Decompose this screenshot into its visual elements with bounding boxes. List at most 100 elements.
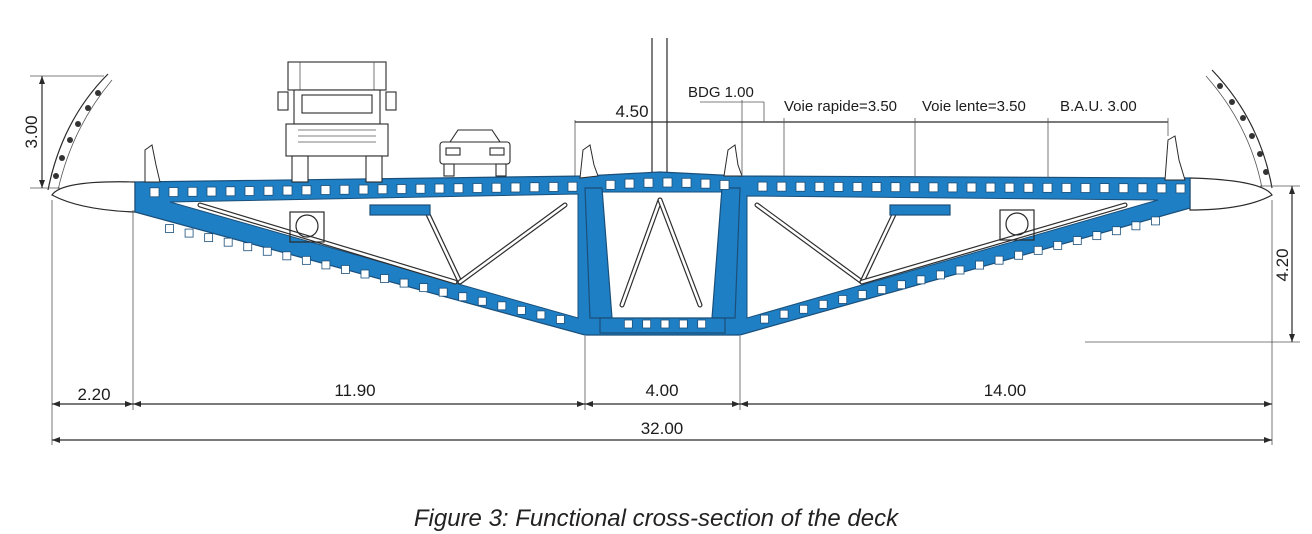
rib-hole [814,181,825,192]
rib-hole [1004,182,1015,193]
left-noise-screen [47,73,109,191]
rib-hole [320,185,331,195]
rib-hole [838,295,848,304]
rib-hole [1099,183,1110,194]
left-screen-dots [53,90,101,179]
deck-cross-section-drawing: 3.00 4.20 4.50 BDG 1.00 Voie rapide=3.50… [22,38,1300,445]
rib-hole [206,186,217,197]
label-hard-shoulder: B.A.U. 3.00 [1060,98,1137,115]
rib-hole [857,290,867,299]
rib-hole [1111,226,1121,236]
rib-hole [516,305,526,315]
rib-hole [396,184,407,194]
dim-right-height [1085,185,1300,343]
rib-hole [419,283,429,293]
rib-hole [399,278,409,288]
dim-left-height [30,75,104,189]
figure-caption: Figure 3: Functional cross-section of th… [413,505,899,532]
right-screen-dots [1217,83,1269,175]
rib-hole [225,186,236,197]
rib-hole [760,314,769,324]
rib-hole [536,310,546,320]
rib-hole [187,186,198,197]
rib-hole [896,280,906,290]
rib-hole [510,182,521,193]
safety-barriers [144,135,1186,183]
label-right-span: 14.00 [984,381,1027,400]
right-noise-screen [1211,69,1273,189]
rib-hole [360,269,370,279]
rib-hole [1092,231,1102,241]
rib-hole [477,296,487,306]
top-slab-ribs [149,177,1186,198]
rib-hole [1053,241,1063,250]
rib-hole [223,237,233,247]
label-total-width: 32.00 [641,419,684,438]
rib-hole [1023,182,1034,193]
rib-hole [1151,216,1160,226]
internal-bracing [197,197,1128,308]
rib-hole [184,228,194,238]
rib-hole [994,255,1004,265]
label-slow-lane: Voie lente=3.50 [922,98,1026,115]
rib-hole [776,181,787,192]
dim-bottom-chain [51,200,1273,445]
rib-hole [1042,182,1053,193]
rib-hole [818,299,828,309]
dim-median [574,100,743,176]
rib-hole [700,178,711,189]
rib-hole [642,319,652,329]
rib-hole [165,224,174,233]
rib-hole [757,181,768,192]
rib-hole [491,182,502,193]
rib-hole [928,182,939,193]
rib-hole [719,180,730,190]
rib-hole [1175,183,1186,194]
label-bdg: BDG 1.00 [688,84,754,101]
rib-hole [497,301,507,311]
rib-hole [985,182,996,193]
rib-hole [852,182,863,192]
pylon-mast [651,38,668,172]
rib-hole [339,184,350,195]
truck-illustration [277,61,397,183]
rib-hole [916,275,926,285]
rib-hole [529,182,540,193]
rib-hole [380,274,389,283]
rib-hole [877,285,887,295]
rib-hole [556,315,565,324]
rib-hole [833,182,844,192]
rib-hole [204,233,214,243]
rib-hole [1014,250,1024,260]
rib-hole [149,187,160,198]
rib-hole [975,260,984,270]
anchor-boxes [289,204,1035,243]
rib-hole [301,255,311,265]
label-median: 4.50 [615,102,648,121]
rib-hole [1080,183,1091,193]
rib-hole [955,265,965,275]
rib-hole [871,182,882,192]
left-fairing [51,181,136,213]
rib-hole [643,177,654,188]
rib-hole [605,179,616,190]
rib-hole [301,185,312,196]
rib-hole [936,270,945,280]
label-left-height: 3.00 [22,115,41,148]
rib-hole [1118,183,1129,194]
rib-hole [678,319,688,329]
rib-hole [890,182,901,193]
rib-hole [282,251,292,261]
rib-hole [795,181,806,192]
rib-hole [1061,183,1072,193]
label-center-box: 4.00 [645,381,678,400]
rib-hole [1131,221,1141,231]
rib-hole [358,184,369,195]
rib-hole [377,184,388,195]
label-left-span: 11.90 [334,381,375,400]
rib-hole [458,292,468,302]
rib-hole [438,287,448,297]
rib-hole [263,185,274,196]
rib-hole [434,183,445,194]
